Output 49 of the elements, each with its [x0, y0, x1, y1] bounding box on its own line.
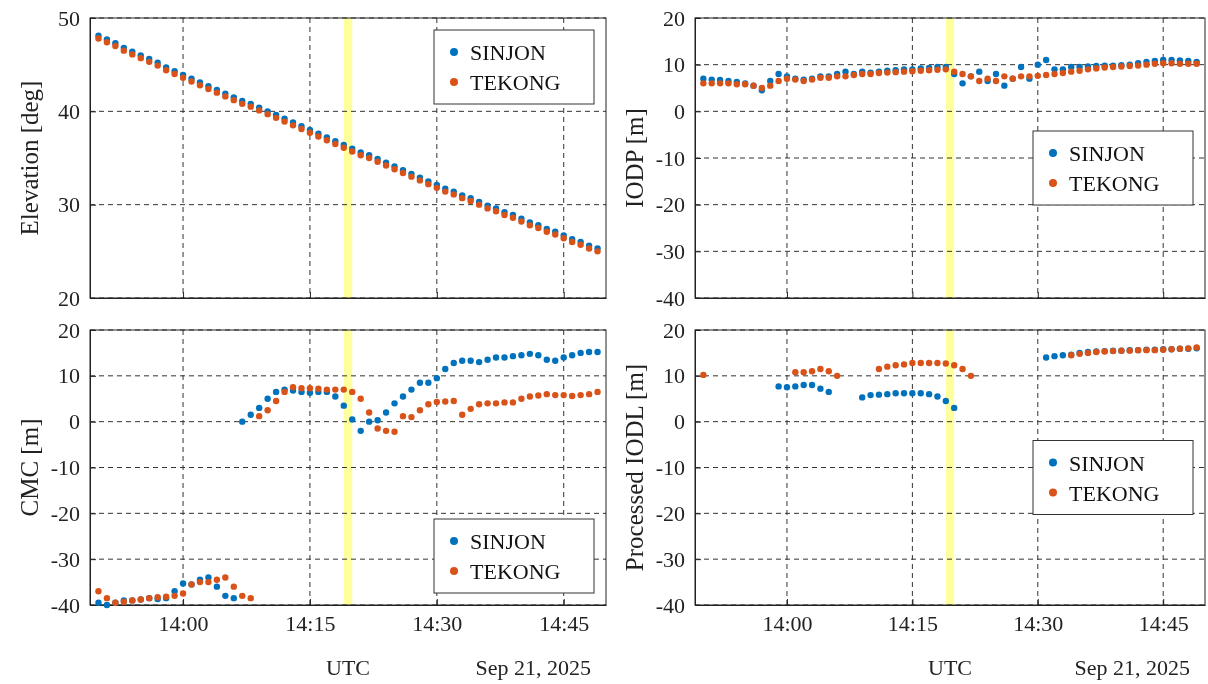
- x-tick-label: 14:30: [1013, 610, 1064, 636]
- y-tick-label: -30: [655, 238, 685, 264]
- y-tick-label: -30: [655, 546, 685, 572]
- y-tick-label: 10: [663, 52, 685, 78]
- y-tick-label: -40: [655, 592, 685, 618]
- y-tick-label: 0: [69, 409, 80, 435]
- y-tick-label: 20: [58, 285, 80, 311]
- legend-label: TEKONG: [470, 559, 561, 584]
- x-tick-label: 14:15: [285, 610, 336, 636]
- y-tick-label: -20: [655, 500, 685, 526]
- y-tick-label: 20: [58, 317, 80, 343]
- legend-label: SINJON: [1069, 141, 1145, 166]
- y-axis-title: IODP [m]: [621, 108, 648, 208]
- legend-label: TEKONG: [1069, 171, 1160, 196]
- x-tick-label: 14:15: [887, 610, 938, 636]
- y-tick-label: -20: [655, 192, 685, 218]
- text: Sep 21, 2025: [1074, 655, 1190, 680]
- y-tick-label: 20: [663, 317, 685, 343]
- y-tick-label: -20: [50, 500, 80, 526]
- y-tick-label: 40: [58, 98, 80, 124]
- y-tick-label: -10: [655, 455, 685, 481]
- text: Sep 21, 2025: [475, 655, 591, 680]
- y-tick-label: 10: [663, 363, 685, 389]
- legend-label: TEKONG: [470, 70, 561, 95]
- y-axis-title: Elevation [deg]: [16, 80, 43, 236]
- y-tick-label: 0: [674, 98, 685, 124]
- x-tick-label: 14:00: [158, 610, 209, 636]
- y-axis-title: Processed IODL [m]: [621, 363, 648, 572]
- x-tick-label: 14:30: [412, 610, 463, 636]
- y-tick-label: -10: [50, 455, 80, 481]
- y-tick-label: 10: [58, 363, 80, 389]
- legend-label: SINJON: [1069, 450, 1145, 476]
- y-tick-label: 20: [663, 5, 685, 31]
- x-axis-title: UTC: [326, 655, 370, 680]
- y-axis-title: CMC [m]: [16, 418, 43, 517]
- x-tick-label: 14:45: [1138, 610, 1189, 636]
- legend-label: SINJON: [470, 529, 546, 554]
- x-axis-title: UTC: [928, 655, 972, 680]
- y-tick-label: -10: [655, 145, 685, 171]
- legend-label: TEKONG: [1069, 480, 1160, 506]
- y-tick-label: -30: [50, 546, 80, 572]
- y-tick-label: 0: [674, 409, 685, 435]
- legend-label: SINJON: [470, 40, 546, 65]
- y-tick-label: 30: [58, 192, 80, 218]
- x-tick-label: 14:00: [762, 610, 813, 636]
- y-tick-label: 50: [58, 5, 80, 31]
- y-tick-label: -40: [655, 285, 685, 311]
- y-tick-label: -40: [50, 592, 80, 618]
- x-tick-label: 14:45: [539, 610, 590, 636]
